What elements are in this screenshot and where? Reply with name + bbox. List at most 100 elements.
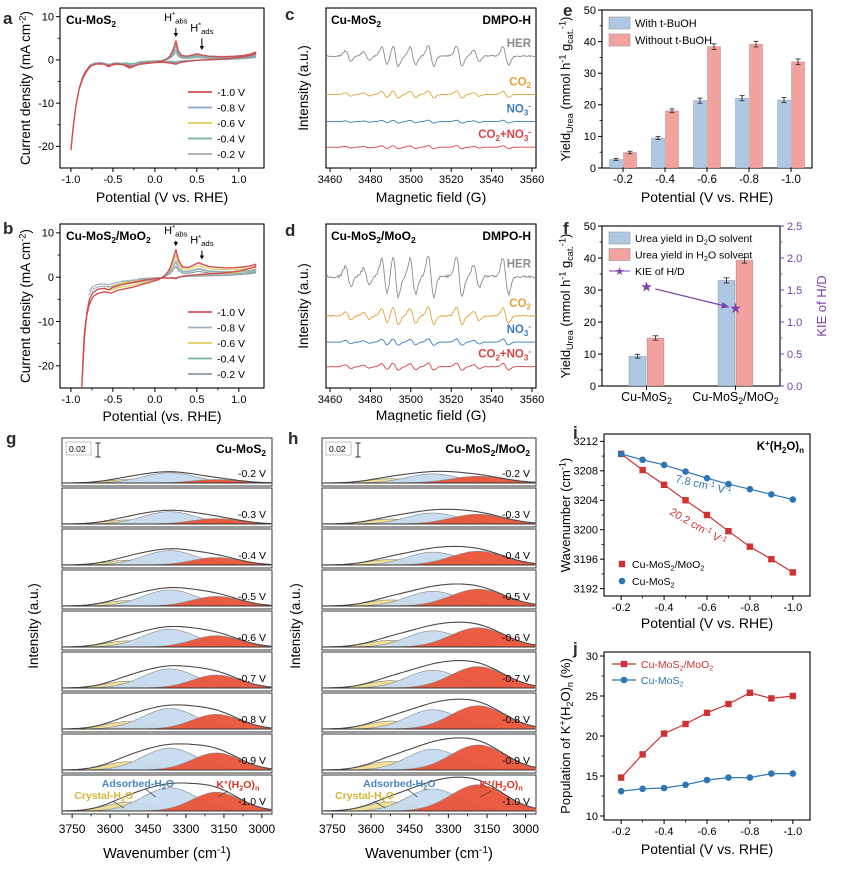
svg-text:Intensity (a.u.): Intensity (a.u.) (296, 45, 311, 131)
svg-text:50: 50 (584, 221, 596, 233)
svg-text:3192: 3192 (574, 583, 598, 595)
svg-text:0: 0 (48, 272, 54, 284)
svg-text:-0.2: -0.2 (613, 174, 633, 186)
svg-text:-0.2: -0.2 (612, 602, 631, 614)
svg-text:-1.0 V: -1.0 V (217, 87, 245, 99)
svg-text:DMPO-H: DMPO-H (482, 229, 531, 243)
panel-i-label: i (573, 423, 578, 442)
svg-text:-0.5: -0.5 (103, 174, 122, 186)
legend: Urea yield in D2O solvent Urea yield in H… (608, 231, 752, 278)
panel-f-chart: 0 10 20 30 40 50 0.0 0.5 1.0 1.5 2.0 2.5 Cu-MoS2 Cu-M… (558, 221, 829, 406)
svg-text:H*ads: H*ads (190, 21, 214, 36)
svg-text:-0.4 V: -0.4 V (217, 133, 245, 145)
svg-text:Cu-MoS2: Cu-MoS2 (331, 13, 381, 29)
svg-text:-0.4 V: -0.4 V (502, 550, 530, 562)
svg-text:3450: 3450 (135, 822, 162, 836)
panel-a-chart: -1.0 -0.5 0.0 0.5 1.0 10 0 -10 -20 Potential (V v… (16, 7, 265, 205)
svg-text:Cu-MoS2/MoO2: Cu-MoS2/MoO2 (632, 559, 704, 573)
bars (628, 256, 754, 387)
svg-text:0.0: 0.0 (787, 381, 802, 393)
svg-text:3150: 3150 (474, 822, 501, 836)
svg-text:1.0: 1.0 (231, 394, 246, 406)
ftir-subpanel: -0.5 V (321, 569, 537, 610)
svg-text:3500: 3500 (399, 394, 423, 406)
svg-text:Magnetic field (G): Magnetic field (G) (376, 189, 486, 205)
svg-text:-1.0 V: -1.0 V (502, 796, 530, 808)
svg-text:K+(H2O)n: K+(H2O)n (757, 439, 804, 455)
svg-text:CO2: CO2 (509, 76, 531, 90)
svg-text:20: 20 (584, 100, 596, 112)
svg-text:Population of K+(H2O)n (%): Population of K+(H2O)n (%) (558, 658, 576, 814)
svg-text:0.5: 0.5 (787, 349, 802, 361)
svg-text:3600: 3600 (358, 822, 385, 836)
ftir-subpanel: -0.9 V (321, 733, 537, 774)
svg-text:3200: 3200 (574, 525, 598, 537)
svg-text:-1.0 V: -1.0 V (217, 307, 245, 319)
svg-text:-0.9 V: -0.9 V (502, 755, 530, 767)
svg-text:3600: 3600 (97, 822, 124, 836)
svg-text:-0.2 V: -0.2 V (502, 468, 530, 480)
ftir-subpanel: -0.3 V (61, 487, 273, 528)
svg-text:3300: 3300 (435, 822, 462, 836)
axes: -0.2 -0.4 -0.6 -0.8 -1.0 10 15 20 25 30 Potential … (558, 651, 811, 857)
ftir-subpanel: -0.2 V Cu-MoS2/MoO2 0.02 (321, 437, 537, 487)
axes: 3460 3480 3500 3520 3540 3560 Magnetic field (… (296, 7, 544, 205)
series (617, 689, 797, 795)
axes: -1.0 -0.5 0.0 0.5 1.0 10 0 -10 -20 Potential (vs.… (16, 223, 265, 424)
svg-text:-0.4 V: -0.4 V (238, 550, 266, 562)
svg-text:K+(H2O)n: K+(H2O)n (480, 777, 523, 792)
svg-text:3750: 3750 (319, 822, 346, 836)
svg-text:10: 10 (42, 228, 54, 240)
svg-text:3540: 3540 (479, 174, 503, 186)
svg-text:With t-BuOH: With t-BuOH (635, 18, 697, 30)
svg-text:Intensity (a.u.): Intensity (a.u.) (296, 263, 311, 349)
ftir-subpanel: -0.2 V Cu-MoS2 0.02 (61, 437, 273, 487)
svg-text:-0.2 V: -0.2 V (217, 149, 245, 161)
panel-f-label: f (563, 219, 569, 238)
svg-text:Adsorbed-H2O: Adsorbed-H2O (363, 778, 435, 792)
svg-text:-0.6: -0.6 (698, 602, 717, 614)
svg-text:3450: 3450 (396, 822, 423, 836)
svg-text:-10: -10 (38, 316, 54, 328)
legend: -1.0 V -0.8 V -0.6 V -0.4 V -0.2 V (188, 307, 245, 381)
svg-text:-0.4 V: -0.4 V (217, 353, 245, 365)
panel-h-chart: 3750 3600 3450 3300 3150 3000 Wavenumber (cm-1… (288, 437, 539, 862)
panel-b-chart: -1.0 -0.5 0.0 0.5 1.0 10 0 -10 -20 Potential (vs.… (16, 223, 265, 424)
svg-text:3560: 3560 (520, 174, 544, 186)
svg-text:YieldUrea (mmol h-1 gcat.-1): YieldUrea (mmol h-1 gcat.-1) (558, 234, 576, 379)
svg-text:2.0: 2.0 (787, 253, 802, 265)
svg-text:20: 20 (584, 317, 596, 329)
svg-text:-0.8 V: -0.8 V (217, 102, 245, 114)
panel-b-label: b (3, 219, 14, 238)
svg-text:Adsorbed-H2O: Adsorbed-H2O (102, 778, 174, 792)
svg-text:3150: 3150 (211, 822, 238, 836)
panel-e-chart: 0 10 20 30 40 50 -0.2 -0.4 -0.6 -0.8 -1.0 Potential… (558, 5, 813, 205)
svg-text:★: ★ (615, 266, 625, 278)
svg-text:50: 50 (584, 5, 596, 17)
svg-text:3520: 3520 (439, 174, 463, 186)
svg-text:-0.6 V: -0.6 V (502, 632, 530, 644)
svg-text:40: 40 (584, 253, 596, 265)
svg-text:3520: 3520 (439, 394, 463, 406)
svg-text:3208: 3208 (574, 466, 598, 478)
svg-text:-0.3 V: -0.3 V (502, 509, 530, 521)
svg-text:15: 15 (586, 771, 598, 783)
svg-text:Wavenumber (cm-1): Wavenumber (cm-1) (558, 458, 573, 573)
svg-text:30: 30 (584, 68, 596, 80)
svg-text:3460: 3460 (318, 174, 342, 186)
axes: 0 10 20 30 40 50 -0.2 -0.4 -0.6 -0.8 -1.0 Potential… (558, 5, 813, 205)
svg-text:Potential (V vs. RHE): Potential (V vs. RHE) (96, 189, 228, 205)
svg-text:Intensity (a.u.): Intensity (a.u.) (26, 583, 41, 669)
svg-text:HER: HER (507, 38, 532, 50)
svg-text:CO2: CO2 (509, 298, 531, 312)
svg-text:-1.0: -1.0 (61, 174, 80, 186)
panel-d-label: d (285, 221, 296, 240)
svg-text:-0.4: -0.4 (655, 174, 675, 186)
svg-text:20.2 cm-1 V-1: 20.2 cm-1 V-1 (667, 505, 729, 549)
svg-text:HER: HER (507, 258, 532, 270)
